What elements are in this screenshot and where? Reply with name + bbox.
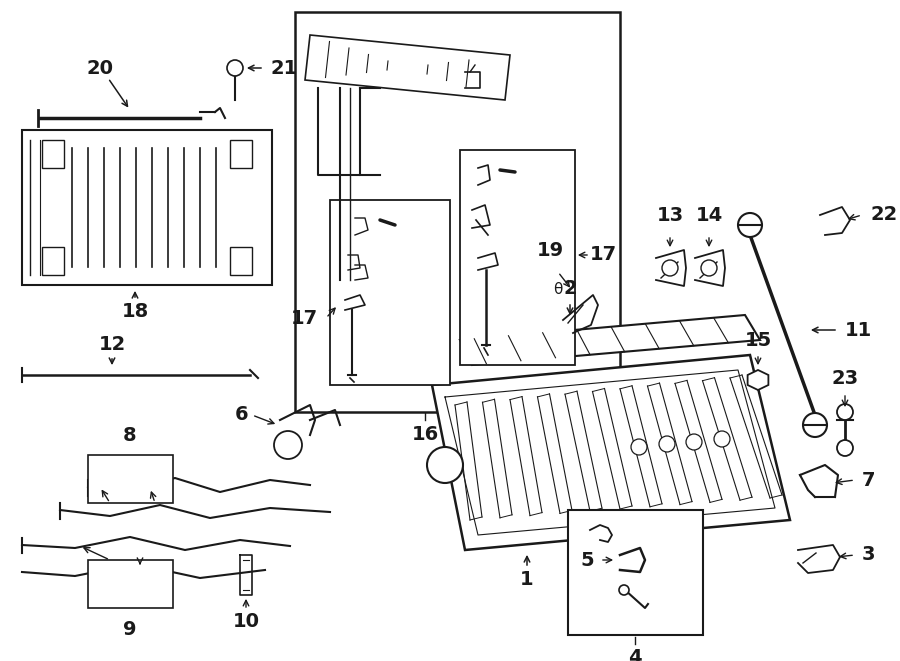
Polygon shape: [748, 370, 769, 390]
Text: 2: 2: [563, 279, 577, 298]
Text: 22: 22: [870, 206, 897, 225]
Bar: [568, 510, 703, 635]
Polygon shape: [460, 315, 760, 365]
Text: θ: θ: [554, 282, 562, 297]
Bar: [42, 140, 64, 168]
Polygon shape: [432, 355, 790, 550]
Text: 4: 4: [628, 648, 642, 661]
Text: 8: 8: [123, 426, 137, 445]
Bar: [230, 140, 252, 168]
Text: 6: 6: [234, 405, 248, 424]
Text: 3: 3: [862, 545, 876, 564]
Text: 23: 23: [832, 369, 859, 388]
Text: 9: 9: [123, 620, 137, 639]
Bar: [230, 247, 252, 275]
Text: 12: 12: [98, 336, 126, 354]
Circle shape: [427, 447, 463, 483]
Text: 13: 13: [656, 206, 684, 225]
Text: 20: 20: [86, 59, 113, 77]
Bar: [42, 247, 64, 275]
Circle shape: [686, 434, 702, 450]
Text: 14: 14: [696, 206, 723, 225]
Circle shape: [837, 440, 853, 456]
Circle shape: [274, 431, 302, 459]
Bar: [295, 12, 620, 412]
Circle shape: [659, 436, 675, 452]
Text: 21: 21: [270, 59, 297, 77]
Polygon shape: [305, 35, 510, 100]
Circle shape: [837, 404, 853, 420]
Circle shape: [631, 439, 647, 455]
Circle shape: [803, 413, 827, 437]
Circle shape: [738, 213, 762, 237]
Text: 15: 15: [744, 331, 771, 350]
Text: 19: 19: [536, 241, 563, 260]
Circle shape: [714, 431, 730, 447]
Circle shape: [701, 260, 717, 276]
Text: 1: 1: [520, 570, 534, 589]
Bar: [88, 560, 173, 608]
Bar: [22, 130, 272, 285]
Text: 10: 10: [232, 612, 259, 631]
Text: 11: 11: [845, 321, 872, 340]
Text: 17: 17: [590, 245, 617, 264]
Bar: [330, 200, 450, 385]
Bar: [460, 150, 575, 365]
Text: 17: 17: [291, 309, 318, 327]
Text: 16: 16: [411, 425, 438, 444]
Circle shape: [619, 585, 629, 595]
Text: 5: 5: [580, 551, 594, 570]
Circle shape: [662, 260, 678, 276]
Circle shape: [227, 60, 243, 76]
Text: 18: 18: [122, 302, 148, 321]
Bar: [88, 455, 173, 503]
Text: 7: 7: [862, 471, 876, 490]
